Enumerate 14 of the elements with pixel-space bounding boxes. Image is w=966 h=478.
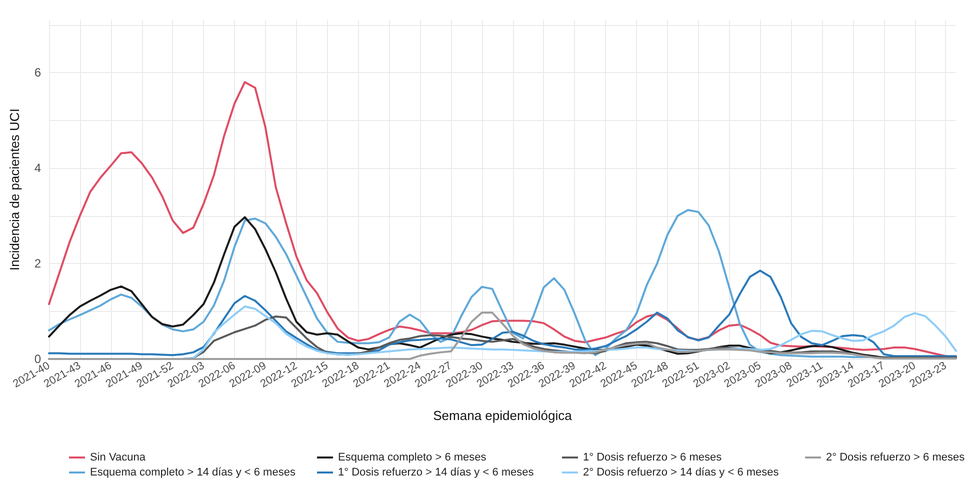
legend-label: 2° Dosis refuerzo > 14 días y < 6 meses bbox=[583, 466, 780, 478]
y-tick-label: 2 bbox=[34, 256, 42, 271]
legend-label: Esquema completo > 6 meses bbox=[338, 452, 487, 464]
y-tick-label: 0 bbox=[34, 352, 42, 366]
legend-label: 2° Dosis refuerzo > 6 meses bbox=[826, 452, 966, 464]
y-axis-title: Incidencia de pacientes UCI bbox=[7, 108, 22, 270]
legend-label: 1° Dosis refuerzo > 6 meses bbox=[583, 452, 722, 464]
y-tick-label: 4 bbox=[34, 161, 42, 176]
x-axis-title: Semana epidemiológica bbox=[433, 408, 573, 423]
legend-label: Esquema completo > 14 días y < 6 meses bbox=[90, 466, 296, 478]
legend-label: 1° Dosis refuerzo > 14 días y < 6 meses bbox=[338, 466, 534, 478]
line-series bbox=[48, 270, 957, 358]
y-tick-label: 6 bbox=[34, 66, 42, 80]
legend-label: Sin Vacuna bbox=[90, 452, 146, 464]
